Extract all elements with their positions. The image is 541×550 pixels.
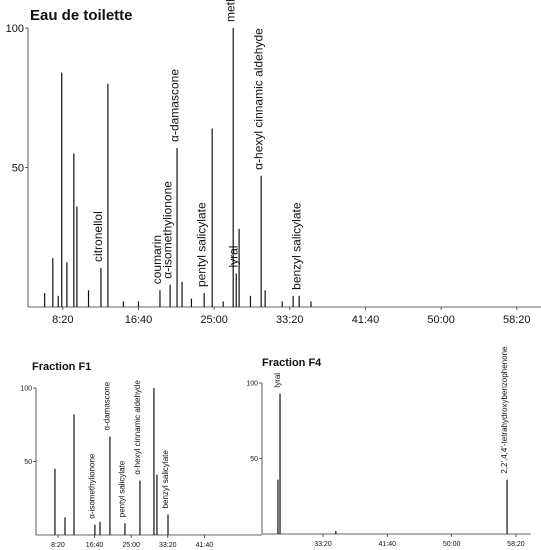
x-tick-label: 16:40 [86, 542, 104, 549]
peak-label: α-isomethylionone [160, 181, 174, 279]
peak-label: pentyl salicylate [118, 460, 127, 517]
peak-label: benzyl salicylate [289, 202, 303, 290]
x-tick-label: 58:20 [503, 314, 531, 326]
peak-label: coumarin [150, 235, 164, 284]
x-tick-label: 8:20 [51, 542, 65, 549]
peak-label: lyral [273, 373, 282, 388]
y-tick-label: 50 [24, 459, 32, 466]
peak-label: citronellol [91, 211, 105, 262]
peak-label: α-damascone [167, 69, 181, 142]
y-tick-label: 50 [250, 456, 258, 463]
chart-title: Eau de toilette [30, 7, 133, 24]
peak-label: pentyl salicylate [194, 202, 208, 287]
peak-label: α-damascone [103, 381, 112, 430]
chart-title: Fraction F1 [32, 361, 91, 373]
peak-label: α-hexyl cinnamic aldehyde [133, 380, 142, 475]
x-tick-label: 41:40 [196, 542, 214, 549]
x-tick-label: 25:00 [122, 542, 140, 549]
x-tick-label: 16:40 [125, 314, 153, 326]
y-tick-label: 100 [246, 380, 258, 387]
x-tick-label: 8:20 [52, 314, 73, 326]
peak-label: α-hexyl cinnamic aldehyde [251, 28, 265, 170]
x-tick-label: 25:00 [200, 314, 228, 326]
x-tick-label: 50:00 [443, 541, 461, 548]
y-tick-label: 50 [12, 162, 24, 174]
peak-label: 2,2',4,4'-tetrahydroxybenzophenone [500, 346, 509, 474]
x-tick-label: 33:20 [276, 314, 304, 326]
y-tick-label: 100 [20, 385, 32, 392]
x-tick-label: 41:40 [352, 314, 380, 326]
x-tick-label: 50:00 [427, 314, 455, 326]
peak-label: methyldihydrojasmonate [223, 0, 237, 22]
chart-title: Fraction F4 [262, 357, 322, 369]
peak-label: α-isomethylionone [88, 453, 97, 519]
x-tick-label: 33:20 [159, 542, 177, 549]
x-tick-label: 58:20 [507, 541, 525, 548]
x-tick-label: 33:20 [314, 541, 332, 548]
x-tick-label: 41:40 [379, 541, 397, 548]
peak-label: lyral [226, 246, 240, 268]
y-tick-label: 100 [6, 23, 24, 35]
peak-label: benzyl salicylate [161, 450, 170, 509]
